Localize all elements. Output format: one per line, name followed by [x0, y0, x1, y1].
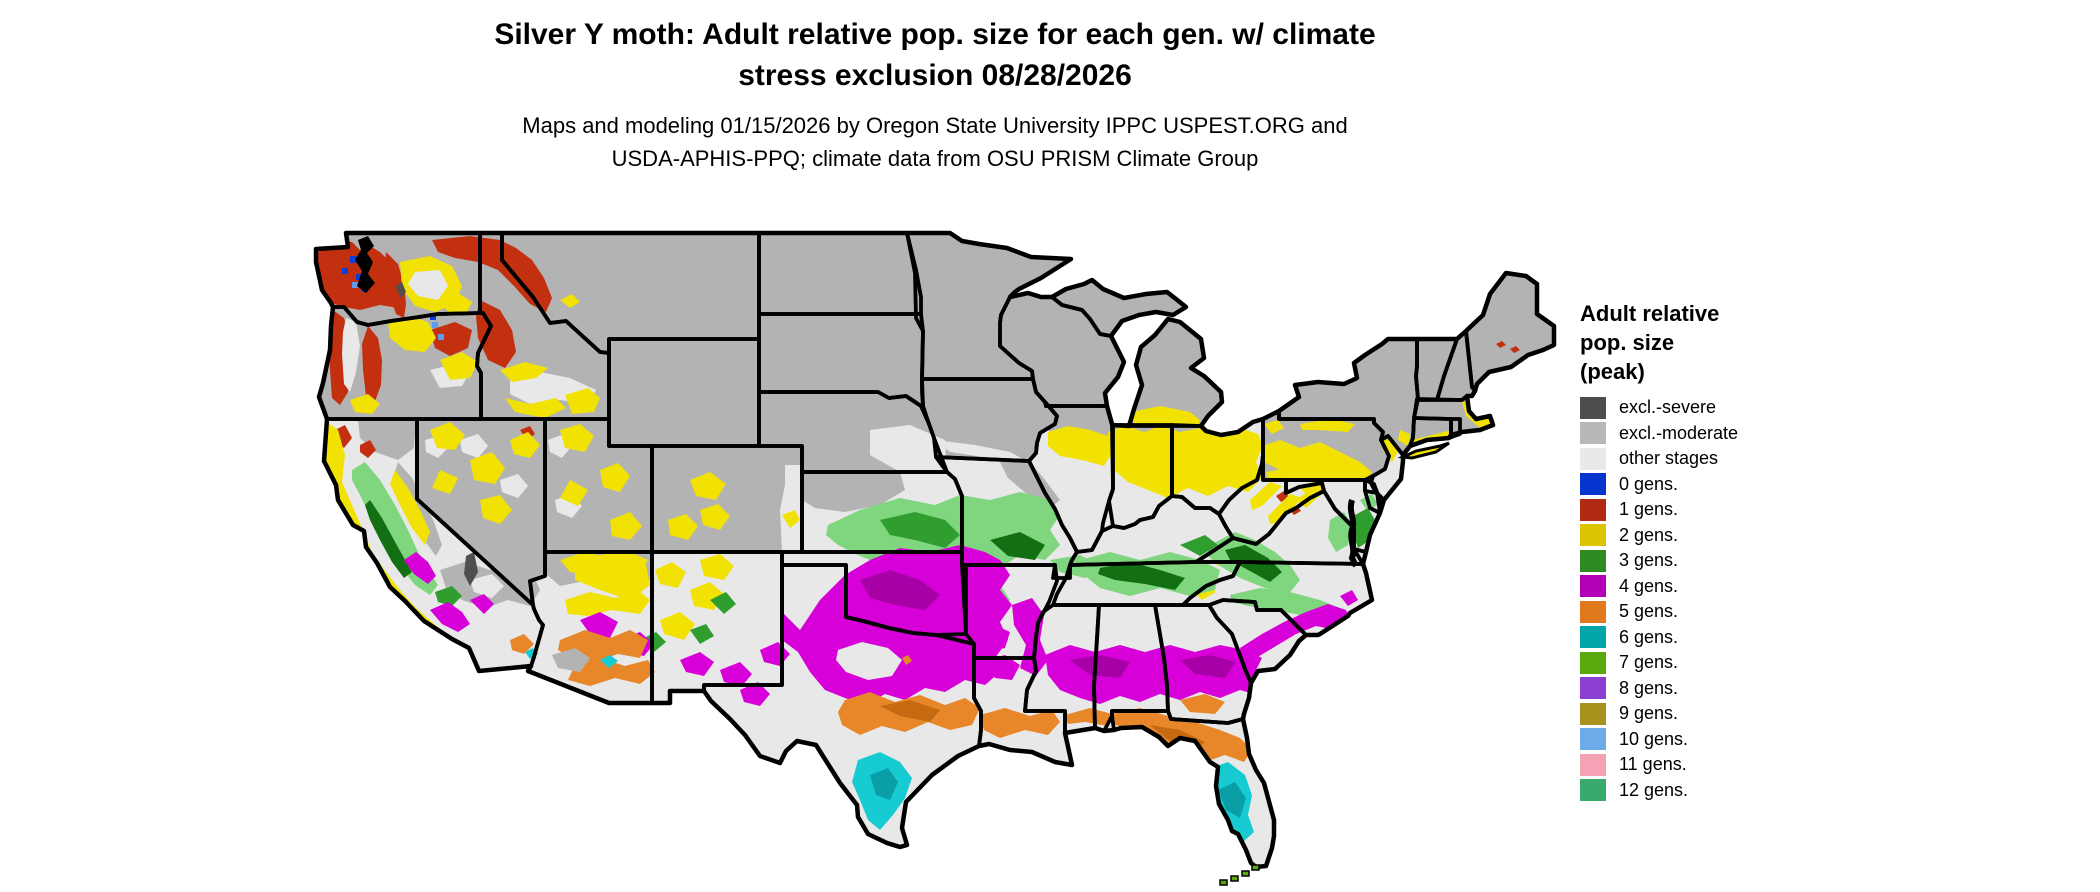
excluded-moderate-az-patch	[552, 648, 590, 672]
legend-item: excl.-severe	[1580, 395, 1860, 421]
gen4-shade-regions	[860, 570, 1235, 678]
legend-items: excl.-severe excl.-moderate other stages 0 …	[1580, 395, 1860, 803]
legend-item: 5 gens.	[1580, 599, 1860, 625]
legend-title-line1: Adult relative	[1580, 301, 1720, 326]
legend-title-line3: (peak)	[1580, 359, 1645, 384]
legend-item-label: 4 gens.	[1619, 575, 1679, 596]
gen6-shade-regions	[870, 768, 1246, 818]
legend-item: 4 gens.	[1580, 574, 1860, 600]
legend-item: 2 gens.	[1580, 523, 1860, 549]
page-title-line1: Silver Y moth: Adult relative pop. size …	[494, 18, 1376, 51]
legend-swatch	[1580, 447, 1606, 470]
legend-item-label: 1 gens.	[1619, 499, 1679, 520]
legend-item: 3 gens.	[1580, 548, 1860, 574]
legend-swatch	[1580, 702, 1606, 725]
legend-swatch	[1580, 779, 1606, 802]
legend-item: 10 gens.	[1580, 727, 1860, 753]
legend-item: 12 gens.	[1580, 778, 1860, 804]
legend-item-label: excl.-moderate	[1619, 422, 1739, 443]
legend-swatch	[1580, 473, 1606, 496]
legend-item-label: 7 gens.	[1619, 652, 1679, 673]
legend-item-label: excl.-severe	[1619, 397, 1717, 418]
subtitle-line1: Maps and modeling 01/15/2026 by Oregon S…	[522, 113, 1348, 138]
legend-swatch	[1580, 728, 1606, 751]
legend-swatch	[1580, 575, 1606, 598]
water-features	[355, 236, 1359, 568]
legend-item: 6 gens.	[1580, 625, 1860, 651]
legend-swatch	[1580, 422, 1606, 445]
legend-item-label: 10 gens.	[1619, 728, 1689, 749]
gen5-regions	[510, 630, 1252, 762]
subtitle: Maps and modeling 01/15/2026 by Oregon S…	[330, 109, 1540, 175]
legend-item-label: 5 gens.	[1619, 601, 1679, 622]
legend-title-line2: pop. size	[1580, 330, 1675, 355]
legend-item-label: 3 gens.	[1619, 550, 1679, 571]
other-stages-basins	[425, 364, 1025, 598]
florida-keys	[1219, 864, 1260, 886]
legend-swatch	[1580, 396, 1606, 419]
legend-item: excl.-moderate	[1580, 421, 1860, 447]
title-block: Silver Y moth: Adult relative pop. size …	[330, 14, 1540, 175]
legend-item: 7 gens.	[1580, 650, 1860, 676]
legend-item-label: 11 gens.	[1619, 754, 1687, 775]
other-stages-holes	[342, 270, 448, 392]
long-island	[1397, 441, 1450, 460]
legend-swatch	[1580, 524, 1606, 547]
legend-swatch	[1580, 626, 1606, 649]
chesapeake-bay	[1347, 499, 1359, 568]
legend-item-label: 12 gens.	[1619, 779, 1689, 800]
legend-swatch	[1580, 651, 1606, 674]
map-raster-regions	[316, 236, 1520, 842]
legend-swatch	[1580, 677, 1606, 700]
legend-item: 0 gens.	[1580, 472, 1860, 498]
legend-swatch	[1580, 600, 1606, 623]
gen1-regions	[316, 236, 1520, 515]
legend-item-label: 9 gens.	[1619, 703, 1679, 724]
legend-item: 9 gens.	[1580, 701, 1860, 727]
puget-sound	[355, 236, 375, 293]
legend-title: Adult relative pop. size (peak)	[1580, 299, 1860, 386]
excluded-severe-regions	[396, 282, 478, 586]
legend-item: 11 gens.	[1580, 752, 1860, 778]
legend-item: 8 gens.	[1580, 676, 1860, 702]
legend-item-label: other stages	[1619, 448, 1719, 469]
subtitle-line2: USDA-APHIS-PPQ; climate data from OSU PR…	[611, 146, 1259, 171]
legend-swatch	[1580, 753, 1606, 776]
legend-item-label: 8 gens.	[1619, 677, 1679, 698]
legend-item-label: 2 gens.	[1619, 524, 1679, 545]
legend-swatch	[1580, 498, 1606, 521]
legend-item: other stages	[1580, 446, 1860, 472]
legend-swatch	[1580, 549, 1606, 572]
page-title-line2: stress exclusion 08/28/2026	[738, 59, 1132, 92]
legend-item-label: 0 gens.	[1619, 473, 1679, 494]
legend-item-label: 6 gens.	[1619, 626, 1679, 647]
legend-item: 1 gens.	[1580, 497, 1860, 523]
other-stages-texas-hole	[836, 642, 902, 680]
legend: Adult relative pop. size (peak) excl.-se…	[1580, 299, 1860, 803]
